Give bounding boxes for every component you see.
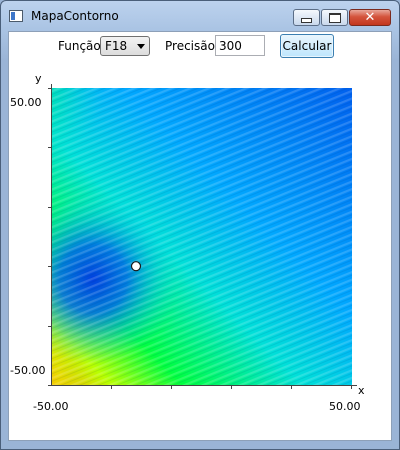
maximize-icon	[328, 12, 341, 23]
title-bar[interactable]: MapaContorno ✕	[1, 1, 399, 31]
client-area: Função F18 Precisão Calcular	[8, 31, 392, 441]
x-axis-label: x	[358, 384, 365, 397]
window-title: MapaContorno	[31, 9, 119, 23]
funcao-label: Função	[58, 39, 101, 53]
chevron-down-icon	[137, 44, 145, 49]
close-icon: ✕	[364, 10, 376, 25]
precisao-input[interactable]	[215, 35, 265, 56]
precisao-label: Precisão	[165, 39, 215, 53]
x-min-label: -50.00	[33, 400, 68, 413]
x-max-label: 50.00	[329, 400, 361, 413]
contour-heatmap	[52, 88, 352, 385]
minimize-button[interactable]	[293, 9, 320, 26]
contour-plot: y 50.00 -50.00 x -50.00 50.00	[10, 72, 365, 413]
minimize-icon	[301, 18, 312, 23]
maximize-button[interactable]	[321, 9, 348, 26]
y-min-label: -50.00	[10, 364, 45, 377]
x-axis	[51, 385, 357, 389]
y-axis	[48, 84, 52, 386]
minimum-point-marker	[130, 261, 142, 272]
close-button[interactable]: ✕	[349, 9, 391, 26]
y-max-label: 50.00	[10, 96, 42, 109]
y-axis-label: y	[35, 72, 42, 85]
funcao-selected-value: F18	[105, 39, 128, 53]
calcular-button[interactable]: Calcular	[280, 34, 334, 58]
funcao-select[interactable]: F18	[100, 36, 150, 56]
window-app-icon	[9, 10, 23, 22]
